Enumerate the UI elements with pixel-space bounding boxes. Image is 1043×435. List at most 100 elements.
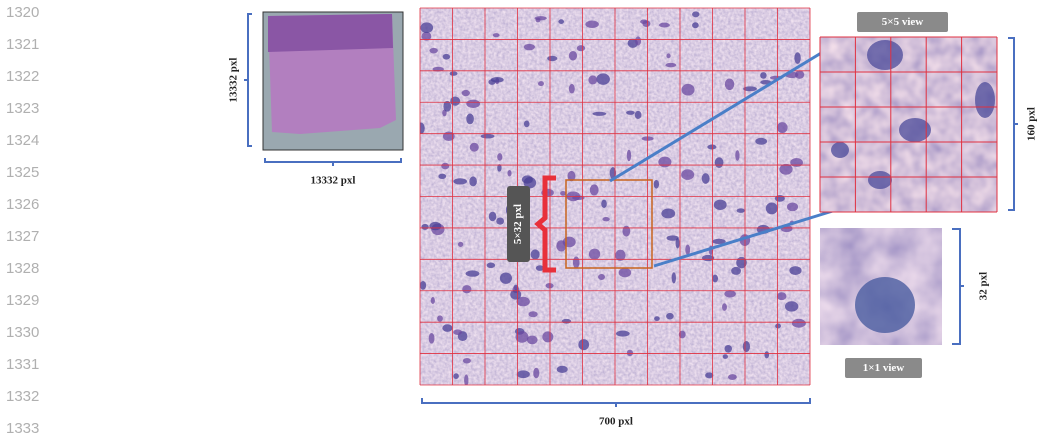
nucleus — [755, 138, 767, 145]
line-number: 1330 — [6, 324, 39, 341]
nucleus — [466, 114, 474, 125]
nucleus — [462, 90, 470, 96]
nucleus — [443, 131, 455, 141]
bracket — [265, 158, 401, 166]
label: 700 pxl — [599, 416, 633, 428]
nucleus — [743, 341, 750, 352]
nucleus — [723, 354, 728, 359]
tissue-dark — [268, 14, 393, 52]
nucleus — [590, 184, 599, 195]
bracket — [1008, 38, 1018, 210]
nucleus — [714, 200, 727, 210]
nucleus — [766, 202, 778, 214]
nucleus — [578, 339, 589, 350]
line-number: 1329 — [6, 292, 39, 309]
nucleus — [777, 292, 787, 300]
label: 5×32 pxl — [512, 204, 524, 244]
nucleus — [529, 311, 538, 317]
nucleus — [437, 315, 443, 321]
nucleus — [779, 164, 792, 175]
nucleus — [728, 374, 737, 380]
nucleus — [470, 143, 479, 152]
nucleus — [557, 366, 568, 373]
nucleus — [450, 71, 458, 75]
nucleus — [622, 226, 630, 237]
nucleus — [538, 81, 544, 86]
nucleus — [619, 268, 632, 277]
nucleus — [462, 285, 471, 293]
bracket — [422, 398, 810, 407]
nucleus — [560, 191, 566, 196]
nucleus — [601, 200, 607, 208]
nucleus — [524, 121, 530, 128]
nucleus — [654, 180, 659, 189]
line-number: 1323 — [6, 100, 39, 117]
nucleus — [681, 84, 694, 96]
nucleus — [785, 301, 798, 311]
nucleus — [420, 281, 426, 290]
nucleus — [789, 266, 801, 275]
nucleus — [790, 158, 803, 167]
nucleus — [626, 111, 635, 115]
line-number: 1328 — [6, 260, 39, 277]
nucleus — [722, 303, 727, 311]
nucleus — [438, 174, 446, 179]
nucleus — [659, 23, 670, 28]
nucleus — [681, 169, 694, 180]
nucleus — [429, 333, 435, 344]
nucleus — [569, 51, 577, 60]
nucleus — [616, 331, 630, 337]
nucleus — [715, 157, 724, 168]
nucleus — [533, 368, 539, 379]
nucleus — [692, 22, 699, 28]
nucleus — [500, 273, 512, 284]
line-number: 1324 — [6, 132, 39, 149]
nucleus — [417, 123, 425, 135]
nucleus — [661, 209, 675, 219]
nucleus — [589, 249, 600, 260]
line-number: 1321 — [6, 36, 39, 53]
nucleus — [453, 373, 459, 379]
nucleus — [777, 122, 788, 133]
nucleus — [442, 324, 452, 332]
nucleus — [585, 20, 599, 27]
nucleus — [654, 316, 660, 321]
nucleus — [737, 208, 745, 213]
nucleus — [635, 36, 641, 45]
page: 1320132113221323132413251326132713281329… — [0, 0, 1043, 435]
nucleus — [735, 150, 739, 161]
nucleus — [441, 163, 449, 170]
nucleus — [542, 331, 553, 342]
nucleus — [466, 100, 480, 108]
nucleus — [569, 84, 575, 94]
nucleus — [469, 176, 477, 186]
nucleus — [493, 33, 500, 37]
nucleus — [602, 217, 609, 221]
nucleus — [450, 96, 460, 105]
nucleus — [725, 78, 734, 90]
nucleus — [731, 267, 741, 275]
nucleus — [760, 72, 767, 79]
nucleus — [536, 18, 541, 23]
nucleus — [524, 44, 535, 50]
nucleus — [775, 195, 785, 202]
line-numbers: 1320132113221323132413251326132713281329… — [6, 4, 39, 435]
nucleus — [496, 217, 504, 224]
line-number: 1333 — [6, 420, 39, 435]
nucleus — [596, 73, 610, 84]
nucleus — [497, 153, 502, 161]
nucleus — [794, 52, 800, 64]
nucleus — [792, 319, 806, 328]
nucleus — [588, 75, 597, 84]
nucleus — [707, 144, 716, 149]
nucleus — [421, 224, 428, 230]
line-number: 1320 — [6, 4, 39, 21]
nucleus — [562, 319, 572, 324]
nucleus — [598, 274, 605, 280]
nucleus — [665, 63, 676, 67]
label: 5×5 view — [882, 16, 923, 28]
nucleus — [481, 134, 495, 139]
nucleus — [775, 323, 781, 328]
nucleus — [724, 345, 732, 353]
single-nucleus — [855, 277, 915, 333]
